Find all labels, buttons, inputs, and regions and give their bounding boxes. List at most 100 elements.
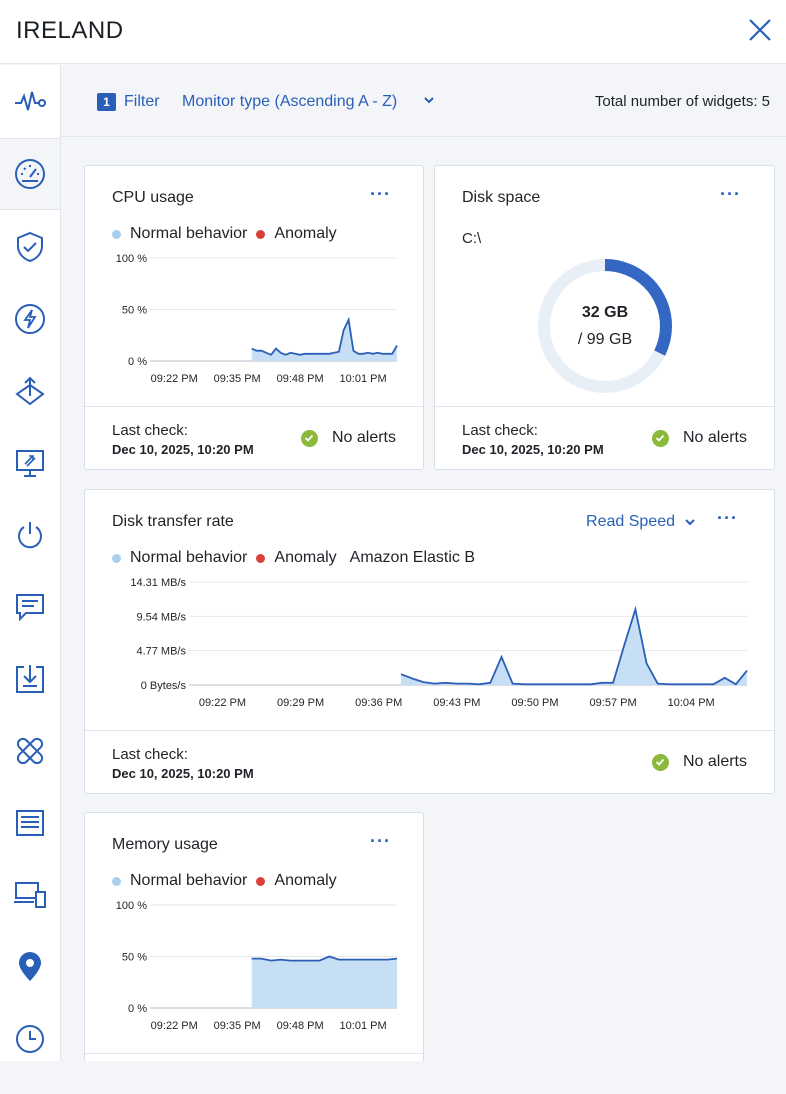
x-tick-label: 09:22 PM (151, 1020, 198, 1032)
legend-anomaly-label: Anomaly (274, 872, 337, 889)
sidebar-item-location[interactable] (0, 931, 60, 1003)
sidebar-item-inventory[interactable] (0, 787, 60, 859)
remote-desktop-icon (16, 450, 44, 477)
legend-normal-label: Normal behavior (130, 872, 248, 889)
sidebar (0, 65, 61, 1061)
disk-usage-donut (538, 259, 672, 393)
server-icon (16, 810, 44, 836)
legend-anomaly-label: Anomaly (274, 225, 337, 242)
sidebar-item-network[interactable] (0, 355, 60, 427)
sidebar-item-remote[interactable] (0, 427, 60, 499)
x-tick-label: 09:22 PM (199, 697, 246, 709)
status-text: No alerts (682, 753, 747, 770)
last-check-label: Last check: (112, 746, 188, 763)
y-tick-label: 0 % (128, 356, 147, 368)
chart-legend: Normal behavior Anomaly Amazon Elastic B (112, 549, 475, 567)
legend-device-label: Amazon Elastic B (349, 549, 476, 566)
last-check-value: Dec 10, 2025, 10:20 PM (112, 766, 254, 781)
legend-normal-dot (112, 229, 121, 239)
x-tick-label: 09:35 PM (214, 373, 261, 385)
total-widgets-count: Total number of widgets: 5 (594, 93, 770, 110)
legend-normal-dot (112, 876, 121, 886)
filter-button[interactable]: Filter (124, 93, 160, 110)
chevron-down-icon[interactable] (423, 93, 435, 107)
devices-icon (14, 882, 46, 908)
header-bar: IRELAND (0, 0, 786, 64)
toolbar: 1 Filter Monitor type (Ascending A - Z) … (61, 65, 786, 137)
memory-usage-widget: Memory usage ··· Normal behavior Anomaly… (84, 812, 424, 1072)
more-options-icon[interactable]: ··· (370, 831, 391, 851)
pulse-icon (15, 91, 46, 111)
sidebar-item-messages[interactable] (0, 571, 60, 643)
disk-transfer-chart: 14.31 MB/s 9.54 MB/s 4.77 MB/s 0 Bytes/s 09:… (130, 577, 748, 709)
sidebar-item-power[interactable] (0, 283, 60, 355)
chevron-down-icon[interactable] (684, 515, 696, 529)
arrows-icon (15, 376, 45, 406)
widget-title: Disk space (462, 189, 541, 206)
x-tick-label: 09:35 PM (214, 1020, 261, 1032)
check-circle-icon (651, 753, 669, 771)
status-text: No alerts (331, 429, 396, 446)
y-tick-label: 4.77 MB/s (136, 646, 186, 658)
legend-anomaly-dot (256, 553, 266, 563)
sidebar-item-protection[interactable] (0, 211, 60, 283)
more-options-icon[interactable]: ··· (370, 184, 391, 204)
more-options-icon[interactable]: ··· (720, 184, 741, 204)
alert-status: No alerts (651, 429, 747, 447)
sort-dropdown[interactable]: Monitor type (Ascending A - Z) (182, 93, 398, 110)
y-tick-label: 100 % (116, 900, 147, 912)
alert-status: No alerts (651, 753, 747, 771)
more-options-icon[interactable]: ··· (717, 508, 738, 528)
status-text: No alerts (682, 429, 747, 446)
read-speed-dropdown[interactable]: Read Speed (586, 513, 675, 530)
divider (85, 1053, 423, 1054)
y-tick-label: 0 % (128, 1003, 147, 1015)
bottom-fade (0, 1061, 786, 1094)
location-pin-icon (19, 952, 41, 981)
series-line (251, 316, 398, 356)
x-tick-label: 09:29 PM (277, 697, 324, 709)
memory-chart: 100 % 50 % 0 % 09:22 PM 09:35 PM 09:48 PM 10:0… (116, 900, 398, 1032)
drive-label: C:\ (462, 230, 482, 247)
x-tick-label: 09:48 PM (277, 1020, 324, 1032)
series-line (400, 605, 748, 686)
last-check: Last check: Dec 10, 2025, 10:20 PM (112, 745, 254, 783)
sidebar-item-activity[interactable] (0, 65, 60, 137)
x-tick-label: 09:50 PM (511, 697, 558, 709)
disk-total-value: / 99 GB (577, 331, 633, 348)
chart-legend: Normal behavior Anomaly (112, 225, 337, 243)
lightning-icon (15, 304, 45, 334)
y-tick-label: 9.54 MB/s (136, 611, 186, 623)
series-area (401, 609, 747, 685)
legend-anomaly-dot (256, 876, 266, 886)
series-line (251, 955, 398, 962)
sidebar-item-patch[interactable] (0, 643, 60, 715)
y-tick-label: 50 % (122, 952, 147, 964)
shield-check-icon (17, 231, 43, 263)
widget-title: Memory usage (112, 836, 218, 853)
chat-icon (16, 594, 44, 622)
widget-title: CPU usage (112, 189, 194, 206)
y-tick-label: 14.31 MB/s (130, 577, 186, 589)
filter-count-badge[interactable]: 1 (97, 93, 116, 111)
disk-transfer-rate-widget: Disk transfer rate Read Speed ··· Normal… (84, 489, 775, 794)
sidebar-item-history[interactable] (0, 1003, 60, 1061)
sidebar-item-shutdown[interactable] (0, 499, 60, 571)
chart-legend: Normal behavior Anomaly (112, 872, 337, 890)
series-area (251, 319, 397, 361)
disk-used-value: 32 GB (581, 304, 629, 321)
bandage-icon (16, 737, 44, 765)
last-check-label: Last check: (112, 422, 188, 439)
cpu-usage-widget: CPU usage ··· Normal behavior Anomaly 10… (84, 165, 424, 470)
sidebar-item-devices[interactable] (0, 859, 60, 931)
sidebar-item-health[interactable] (0, 715, 60, 787)
legend-normal-dot (112, 553, 121, 563)
sidebar-item-performance[interactable] (0, 138, 60, 210)
check-circle-icon (300, 429, 318, 447)
x-tick-label: 09:36 PM (355, 697, 402, 709)
x-tick-label: 10:01 PM (340, 1020, 387, 1032)
close-icon[interactable] (746, 16, 774, 44)
last-check-value: Dec 10, 2025, 10:20 PM (112, 442, 254, 457)
legend-anomaly-dot (256, 229, 266, 239)
disk-space-widget: Disk space ··· C:\ 32 GB / 99 GB Last ch… (434, 165, 775, 470)
